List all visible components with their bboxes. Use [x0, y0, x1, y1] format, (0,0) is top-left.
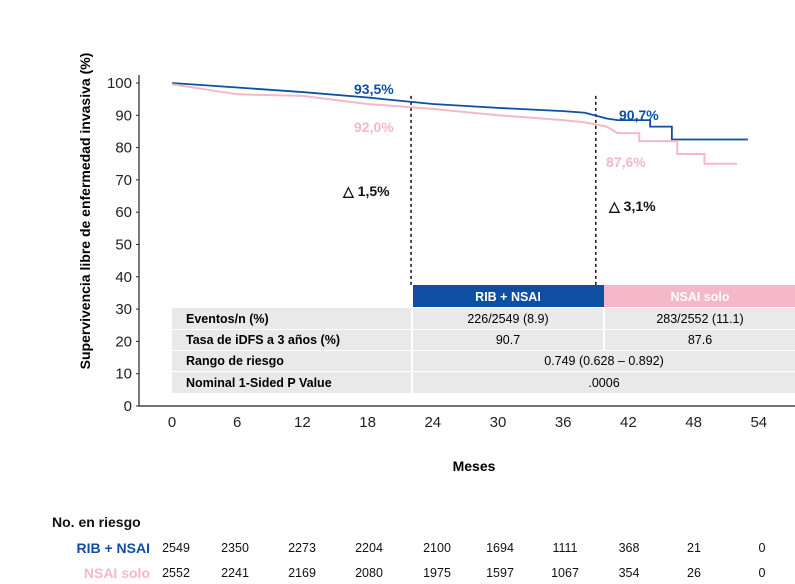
y-tick-label: 20: [115, 333, 132, 350]
x-tick-label: 6: [233, 414, 241, 431]
at-risk-cell: 2350: [221, 541, 249, 555]
at-risk-cell: 354: [618, 566, 640, 580]
table-cell-rib: 90.7: [496, 333, 520, 347]
table-header-nsai: [604, 285, 795, 307]
y-tick-label: 10: [115, 366, 132, 383]
table-cell-merged: 0.749 (0.628 – 0.892): [544, 354, 664, 368]
at-risk-cell: 26: [687, 566, 701, 580]
y-tick-label: 30: [115, 301, 132, 318]
table-header-nsai-label: NSAI solo: [670, 290, 729, 304]
x-tick-label: 30: [490, 414, 507, 431]
table-row-bg: [172, 372, 795, 393]
x-ticks: 0 6 12 18 24 30 36 42 48 54: [168, 414, 767, 431]
y-tick-label: 50: [115, 237, 132, 254]
km-chart: Supervivencia libre de enfermedad invasi…: [77, 53, 795, 474]
x-tick-label: 54: [750, 414, 767, 431]
at-risk-cell: 2100: [423, 541, 451, 555]
at-risk-cell: 1111: [552, 541, 578, 555]
at-risk-cell: 2080: [355, 566, 383, 580]
x-tick-label: 18: [359, 414, 376, 431]
table-row-bg: [172, 308, 795, 329]
x-tick-label: 0: [168, 414, 176, 431]
table-cell-nsai: 283/2552 (11.1): [656, 312, 743, 326]
y-tick-label: 60: [115, 204, 132, 221]
table-header-rib-label: RIB + NSAI: [475, 290, 541, 304]
y-tick-label: 100: [107, 75, 132, 92]
y-tick-label: 80: [115, 140, 132, 157]
annotation-delta-end: △ 3,1%: [608, 198, 656, 214]
at-risk-label: NSAI solo: [83, 565, 150, 581]
table-row-label: Tasa de iDFS a 3 años (%): [186, 333, 340, 347]
annotation-nsai-end: 87,6%: [606, 154, 646, 170]
x-tick-label: 24: [424, 414, 441, 431]
annotation-delta-36m: △ 1,5%: [342, 183, 390, 199]
y-tick-label: 40: [115, 269, 132, 286]
y-axis-title: Supervivencia libre de enfermedad invasi…: [77, 53, 93, 370]
y-tick-label: 0: [124, 398, 132, 415]
annotation-rib-end: 90,7%: [619, 107, 659, 123]
x-tick-label: 36: [555, 414, 572, 431]
y-tick-label: 90: [115, 107, 132, 124]
series-line-nsai: [171, 83, 738, 165]
at-risk-cell: 0: [758, 541, 766, 555]
at-risk-cell: 368: [618, 541, 640, 555]
x-tick-label: 48: [685, 414, 702, 431]
reference-lines: [410, 95, 597, 287]
at-risk-label: RIB + NSAI: [76, 540, 150, 556]
at-risk-cell: 1975: [423, 566, 451, 580]
table-row-label: Eventos/n (%): [186, 312, 269, 326]
at-risk-cell: 2549: [162, 541, 190, 555]
y-tick-label: 70: [115, 172, 132, 189]
at-risk-cell: 2552: [162, 566, 190, 580]
at-risk-title: No. en riesgo: [52, 514, 141, 530]
table-cell-nsai: 87.6: [688, 333, 712, 347]
table-row-label: Nominal 1-Sided P Value: [186, 376, 332, 390]
x-tick-label: 12: [294, 414, 311, 431]
x-tick-label: 42: [620, 414, 637, 431]
table-cell-merged: .0006: [588, 376, 619, 390]
at-risk-cell: 1597: [486, 566, 514, 580]
at-risk-cell: 1694: [486, 541, 514, 555]
at-risk-cell: 2273: [288, 541, 316, 555]
y-ticks: 0 10 20 30 40 50 60 70 80 90 100: [107, 75, 139, 415]
at-risk-cell: 1067: [551, 566, 579, 580]
series-line-rib: [171, 82, 748, 141]
x-axis-title: Meses: [453, 458, 496, 474]
at-risk-cell: 21: [687, 541, 701, 555]
stats-table: RIB + NSAI NSAI solo Eventos/n (%) Tasa …: [172, 285, 795, 393]
at-risk-row-nsai: NSAI solo 2552 2241 2169 2080 1975 1597 1067 35…: [0, 565, 795, 584]
at-risk-row-rib: RIB + NSAI 2549 2350 2273 2204 2100 1694 1111 3…: [0, 540, 795, 559]
table-row-bg: [172, 351, 795, 371]
at-risk-cell: 0: [758, 566, 766, 580]
table-cell-rib: 226/2549 (8.9): [467, 312, 548, 326]
table-row-label: Rango de riesgo: [186, 354, 284, 368]
table-row-bg: [172, 330, 795, 350]
at-risk-cell: 2169: [288, 566, 316, 580]
at-risk-cell: 2241: [221, 566, 249, 580]
annotation-rib-36m: 93,5%: [354, 81, 394, 97]
series-lines: [171, 82, 748, 165]
annotation-nsai-36m: 92,0%: [354, 119, 394, 135]
at-risk-cell: 2204: [355, 541, 383, 555]
table-header-rib: [413, 285, 604, 307]
